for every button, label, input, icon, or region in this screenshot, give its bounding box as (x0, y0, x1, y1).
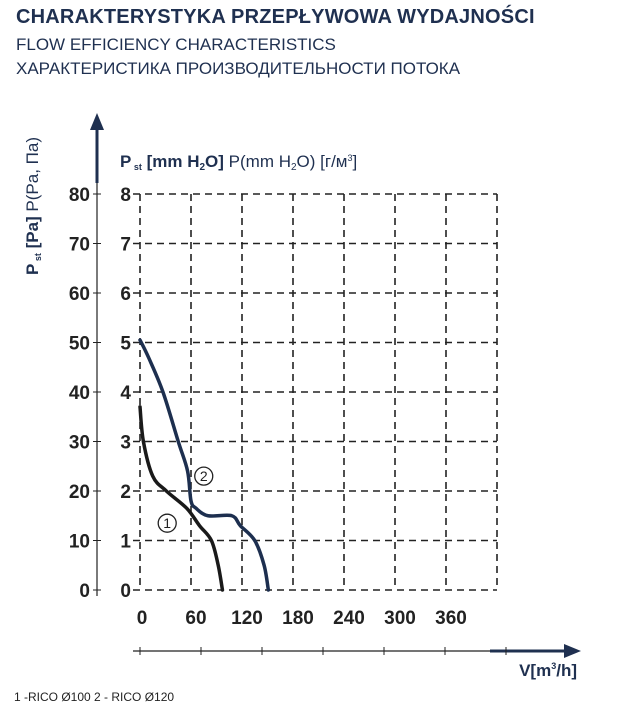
y-tick-label: 40 (69, 383, 90, 404)
y-tick-label: 60 (69, 284, 90, 305)
y-axis-title: P st [Pa] P(Pa, Па) (23, 137, 43, 275)
legend: 1 -RICO Ø100 2 - RICO Ø120 (14, 690, 175, 704)
y-tick-label: 70 (69, 235, 90, 256)
y-tick-label: 80 (69, 185, 90, 206)
y-axis-arrow-icon (90, 113, 104, 130)
y2-tick-label: 6 (120, 284, 131, 305)
x-tick-label: 120 (231, 608, 263, 629)
y-tick-label: 50 (69, 334, 90, 355)
curve-label: 2 (200, 468, 208, 484)
x-tick-label: 60 (185, 608, 206, 629)
y2-tick-label: 0 (120, 581, 131, 602)
y2-tick-label: 7 (120, 235, 131, 256)
y-tick-label: 20 (69, 482, 90, 503)
x-tick-label: 360 (435, 608, 467, 629)
x-tick-label: 180 (282, 608, 314, 629)
curve-label-circle (194, 466, 214, 486)
x-axis-arrow-icon (564, 644, 581, 658)
series-line-2 (138, 338, 271, 592)
x-axis-title: V[m3/h] (519, 661, 577, 680)
y2-tick-label: 3 (120, 433, 131, 454)
y2-tick-label: 5 (120, 334, 131, 355)
x-tick-label: 300 (384, 608, 416, 629)
y-tick-label: 30 (69, 433, 90, 454)
y2-tick-label: 8 (120, 185, 131, 206)
title-russian: ХАРАКТЕРИСТИКА ПРОИЗВОДИТЕЛЬНОСТИ ПОТОКА (16, 59, 461, 78)
y2-tick-label: 1 (120, 532, 131, 553)
y-tick-label: 0 (79, 581, 90, 602)
y-tick-label: 10 (69, 532, 90, 553)
y2-tick-label: 4 (120, 383, 131, 404)
curve-label: 1 (163, 515, 171, 531)
series-line-1 (138, 405, 225, 592)
title-english: FLOW EFFICIENCY CHARACTERISTICS (16, 35, 336, 54)
title-polish: CHARAKTERYSTYKA PRZEPŁYWOWA WYDAJNOŚCI (16, 6, 535, 28)
x-tick-label: 240 (333, 608, 365, 629)
y2-tick-label: 2 (120, 482, 131, 503)
x-tick-label: 0 (137, 608, 148, 629)
curve-label-circle (157, 513, 177, 533)
y2-axis-title: P st [mm H2O] P(mm H2O) [г/м3] (120, 152, 357, 173)
